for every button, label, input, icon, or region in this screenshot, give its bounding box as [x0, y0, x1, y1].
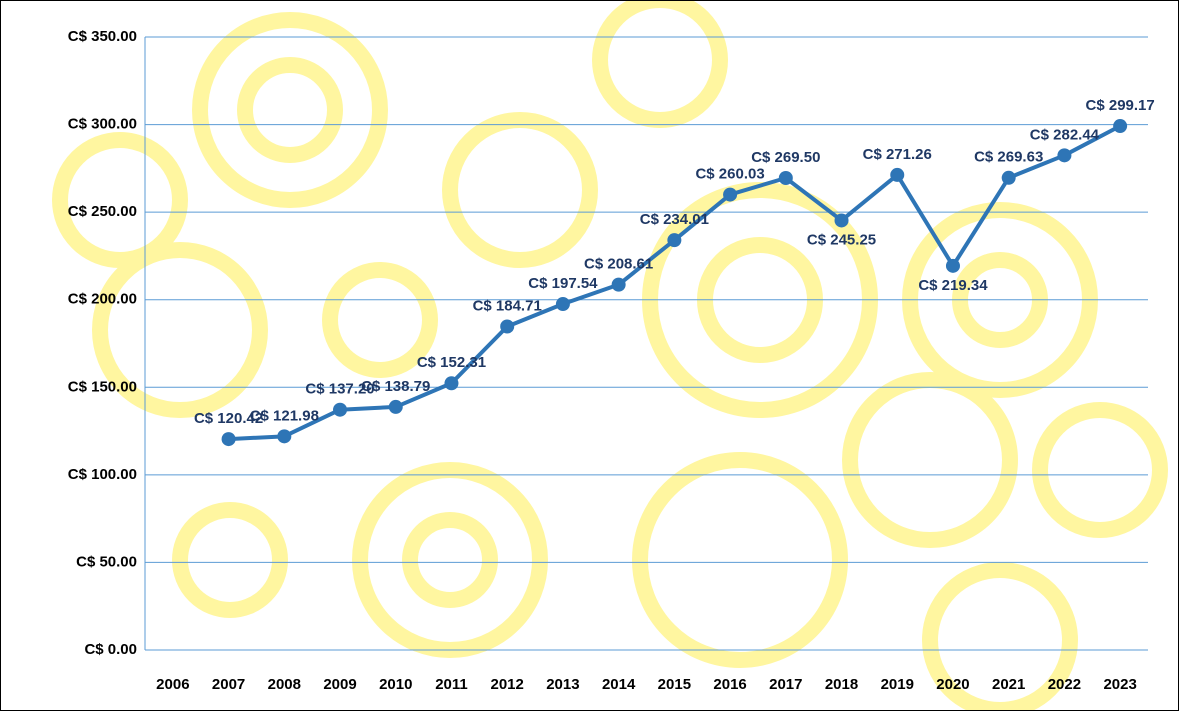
data-point — [444, 376, 458, 390]
x-tick-label: 2010 — [379, 676, 412, 693]
x-tick-label: 2016 — [713, 676, 746, 693]
data-point — [612, 278, 626, 292]
data-point — [500, 319, 514, 333]
data-label: C$ 282.44 — [1030, 126, 1100, 143]
data-label: C$ 260.03 — [695, 166, 764, 183]
data-label: C$ 234.01 — [640, 211, 709, 228]
data-point — [1002, 171, 1016, 185]
page: {"chart_data": {"type": "line", "categor… — [0, 0, 1179, 711]
data-label: C$ 269.50 — [751, 149, 820, 166]
data-label: C$ 299.17 — [1086, 97, 1155, 114]
y-tick-label: C$ 50.00 — [76, 553, 137, 570]
x-tick-label: 2011 — [435, 676, 468, 693]
data-label: C$ 138.79 — [361, 378, 430, 395]
y-tick-label: C$ 100.00 — [68, 466, 137, 483]
x-tick-label: 2019 — [881, 676, 914, 693]
background — [0, 0, 1179, 711]
x-tick-label: 2020 — [936, 676, 969, 693]
y-tick-label: C$ 0.00 — [84, 641, 137, 658]
x-tick-label: 2023 — [1103, 676, 1136, 693]
y-tick-label: C$ 350.00 — [68, 28, 137, 45]
y-tick-label: C$ 200.00 — [68, 291, 137, 308]
data-point — [277, 429, 291, 443]
x-tick-label: 2014 — [602, 676, 636, 693]
y-tick-label: C$ 250.00 — [68, 203, 137, 220]
x-tick-label: 2006 — [156, 676, 189, 693]
x-tick-label: 2017 — [769, 676, 802, 693]
data-label: C$ 121.98 — [250, 407, 319, 424]
x-tick-label: 2022 — [1048, 676, 1081, 693]
data-point — [946, 259, 960, 273]
x-tick-label: 2008 — [268, 676, 301, 693]
x-tick-label: 2013 — [546, 676, 579, 693]
data-label: C$ 271.26 — [863, 146, 932, 163]
data-point — [1057, 148, 1071, 162]
x-tick-label: 2009 — [323, 676, 356, 693]
x-tick-label: 2012 — [491, 676, 524, 693]
data-point — [1113, 119, 1127, 133]
data-point — [890, 168, 904, 182]
data-label: C$ 219.34 — [918, 277, 988, 294]
x-tick-label: 2018 — [825, 676, 858, 693]
data-label: C$ 184.71 — [473, 297, 542, 314]
x-tick-label: 2015 — [658, 676, 691, 693]
data-point — [556, 297, 570, 311]
x-tick-label: 2007 — [212, 676, 245, 693]
data-label: C$ 245.25 — [807, 231, 876, 248]
data-point — [389, 400, 403, 414]
data-label: C$ 152.31 — [417, 354, 486, 371]
data-point — [835, 213, 849, 227]
data-point — [333, 403, 347, 417]
y-tick-label: C$ 300.00 — [68, 116, 137, 133]
data-point — [222, 432, 236, 446]
data-label: C$ 208.61 — [584, 256, 653, 273]
x-tick-label: 2021 — [992, 676, 1025, 693]
data-point — [667, 233, 681, 247]
data-point — [779, 171, 793, 185]
chart: C$ 0.00 C$ 50.00 C$ 100.00 C$ 150.00 C$ 200.… — [0, 0, 1179, 711]
data-label: C$ 197.54 — [528, 275, 598, 292]
data-label: C$ 269.63 — [974, 149, 1043, 166]
y-tick-label: C$ 150.00 — [68, 378, 137, 395]
data-point — [723, 188, 737, 202]
